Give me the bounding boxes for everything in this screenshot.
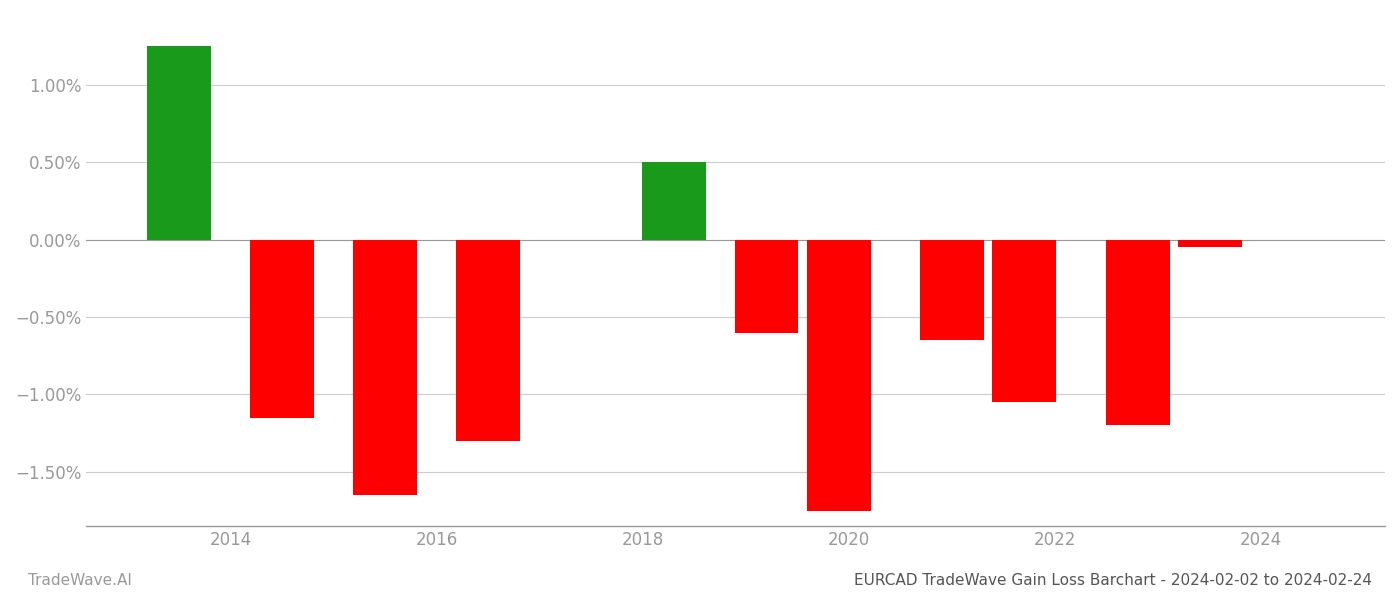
Bar: [920, 239, 984, 340]
Bar: [806, 239, 871, 511]
Bar: [993, 239, 1056, 402]
Bar: [641, 162, 706, 239]
Bar: [735, 239, 798, 332]
Bar: [1106, 239, 1169, 425]
Text: TradeWave.AI: TradeWave.AI: [28, 573, 132, 588]
Bar: [456, 239, 521, 441]
Bar: [251, 239, 314, 418]
Bar: [147, 46, 211, 239]
Bar: [1177, 239, 1242, 247]
Bar: [353, 239, 417, 495]
Text: EURCAD TradeWave Gain Loss Barchart - 2024-02-02 to 2024-02-24: EURCAD TradeWave Gain Loss Barchart - 20…: [854, 573, 1372, 588]
